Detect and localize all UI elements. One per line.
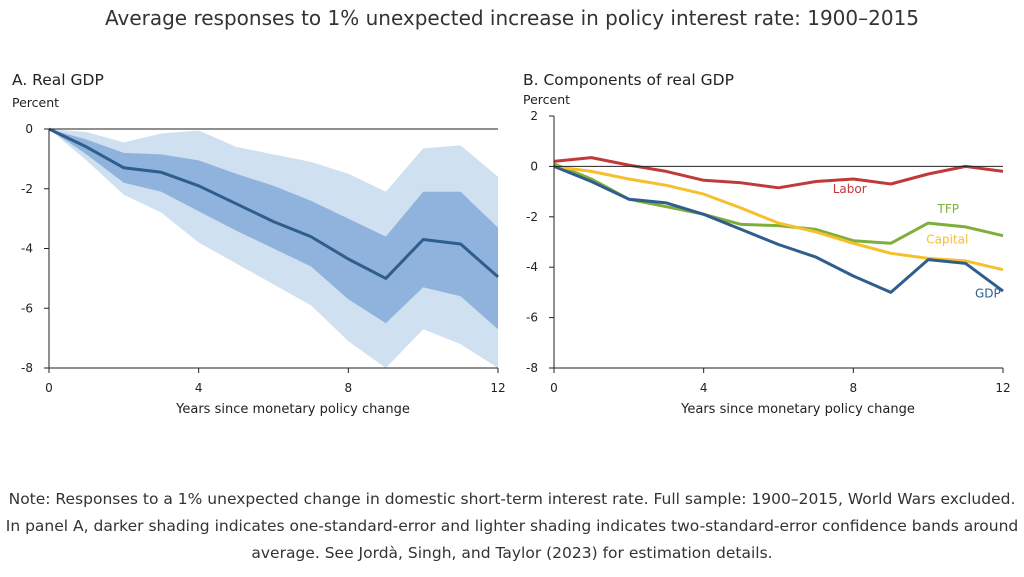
y-tick-label: 2: [530, 109, 538, 123]
series-label-labor: Labor: [833, 182, 867, 196]
x-tick-label: 8: [850, 381, 858, 395]
y-tick-label: -8: [526, 361, 538, 375]
panel-b-x-axis-title: Years since monetary policy change: [680, 402, 915, 417]
x-tick-label: 12: [490, 381, 505, 395]
panel-a-unit-label: Percent: [12, 95, 59, 110]
y-tick-label: 0: [530, 159, 538, 173]
panel-b-axes: 2 0 -2 -4 -6 -8 0 4 8 12: [526, 109, 1011, 395]
panel-a: A. Real GDP Percent 0 -2 -4 -6 -8 0 4 8 12 Years…: [12, 71, 506, 417]
series-line-capital: [553, 164, 1004, 272]
panel-b-title: B. Components of real GDP: [523, 71, 734, 89]
x-tick-label: 0: [45, 381, 53, 395]
figure: A. Real GDP Percent 0 -2 -4 -6 -8 0 4 8 12 Years…: [12, 71, 1011, 417]
y-tick-label: -8: [21, 361, 33, 375]
series-label-tfp: TFP: [937, 202, 959, 216]
y-tick-label: -4: [21, 242, 33, 256]
series-label-capital: Capital: [926, 232, 968, 246]
panel-a-axes: 0 -2 -4 -6 -8 0 4 8 12: [21, 122, 506, 395]
average-response-line: [48, 127, 499, 280]
y-tick-label: -2: [21, 182, 33, 196]
panel-b-lines: [553, 156, 1004, 294]
panel-a-x-axis-title: Years since monetary policy change: [175, 402, 410, 417]
panel-a-title: A. Real GDP: [12, 71, 104, 89]
y-tick-label: 0: [25, 122, 33, 136]
x-tick-label: 12: [995, 381, 1010, 395]
panel-b-series-labels: Labor TFP Capital GDP: [833, 182, 1001, 301]
panel-b: B. Components of real GDP Percent 2 0 -2 -4…: [523, 71, 1011, 417]
y-tick-label: -6: [21, 301, 33, 315]
y-tick-label: -4: [526, 260, 538, 274]
x-tick-label: 8: [345, 381, 353, 395]
main-title: Average responses to 1% unexpected incre…: [104, 6, 920, 30]
series-line-gdp: [553, 165, 1004, 294]
x-tick-label: 4: [700, 381, 708, 395]
series-label-gdp: GDP: [975, 286, 1001, 300]
footnote: Note: Responses to a 1% unexpected chang…: [5, 490, 1019, 562]
x-tick-label: 0: [550, 381, 558, 395]
y-tick-label: -6: [526, 311, 538, 325]
y-tick-label: -2: [526, 210, 538, 224]
panel-b-unit-label: Percent: [523, 92, 570, 107]
x-tick-label: 4: [195, 381, 203, 395]
series-line-labor: [553, 156, 1004, 190]
